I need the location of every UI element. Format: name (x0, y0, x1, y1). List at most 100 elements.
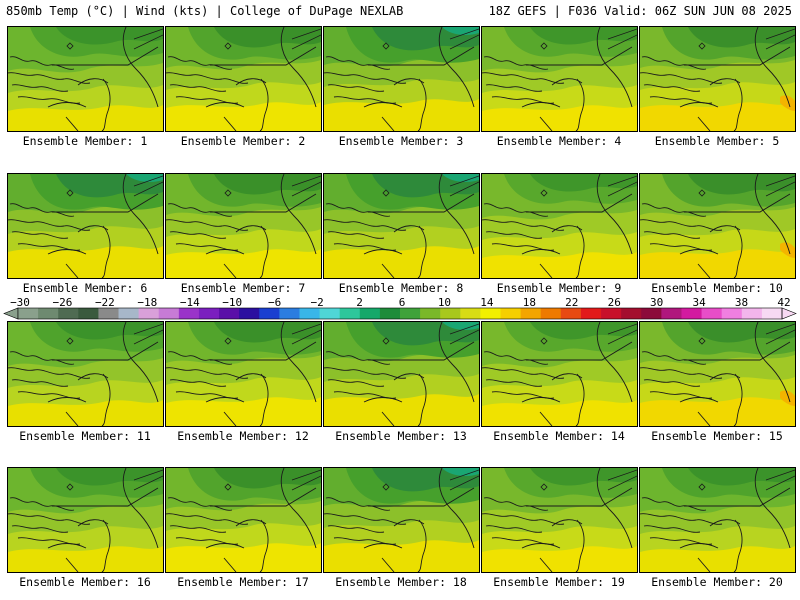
state-line (77, 373, 109, 381)
wind-streamline (607, 469, 637, 481)
map-svg (482, 322, 637, 426)
station-marker (224, 42, 232, 50)
state-line (393, 373, 425, 381)
great-lakes-outline (641, 203, 707, 217)
temperature-band-cold-pocket (442, 174, 479, 182)
lake-shoreline (11, 84, 69, 92)
great-lakes-outline (325, 56, 391, 70)
great-lakes-outline (325, 497, 391, 511)
colorbar-swatch (580, 308, 602, 319)
colorbar-swatch (400, 308, 421, 319)
state-line (679, 543, 719, 549)
lake-shoreline (8, 513, 91, 525)
colorbar-tick-label: 2 (356, 296, 363, 309)
colorbar-swatch (78, 308, 99, 319)
coastline (122, 174, 159, 255)
state-line (551, 519, 583, 527)
colorbar-swatch (158, 308, 180, 319)
station-marker (540, 42, 548, 50)
colorbar-tick-label: −10 (222, 296, 243, 309)
colorbar-swatch (641, 308, 662, 319)
temperature-colorbar: −30 −26 −22 −18 −14 −10 −6 −2 2 6 10 14 18 22 26 30 34 38… (0, 296, 800, 320)
great-lakes-outline (167, 203, 233, 217)
coastline (438, 468, 475, 549)
state-line (539, 116, 553, 131)
wind-streamline (449, 475, 479, 491)
ensemble-member-map-20 (639, 467, 796, 573)
map-svg (166, 174, 321, 278)
colorbar-swatch (118, 308, 140, 319)
lake-shoreline (482, 72, 565, 84)
colorbar-swatch (741, 308, 763, 319)
colorbar-swatch (601, 308, 622, 319)
ensemble-member-map-18 (323, 467, 480, 573)
wind-streamline (449, 181, 479, 197)
station-marker (66, 42, 74, 50)
border-line (368, 487, 475, 507)
station-marker (382, 337, 390, 345)
wind-streamline (291, 323, 321, 335)
ensemble-member-caption: Ensemble Member: 9 (496, 281, 622, 295)
coastline (417, 78, 427, 131)
state-line (697, 411, 711, 426)
ensemble-member-caption: Ensemble Member: 17 (177, 575, 309, 589)
state-line (381, 263, 395, 278)
state-line (65, 116, 79, 131)
colorbar-swatch (621, 308, 642, 319)
colorbar-tick-label: −22 (94, 296, 115, 309)
coastline (101, 519, 111, 572)
ensemble-member-caption: Ensemble Member: 6 (22, 281, 148, 295)
ensemble-member-map-17 (165, 467, 322, 573)
coastline (754, 468, 791, 549)
great-lakes-outline (641, 497, 707, 511)
lake-shoreline (643, 231, 701, 239)
station-marker (382, 189, 390, 197)
ensemble-member-map-7 (165, 173, 322, 279)
state-line (223, 263, 237, 278)
lake-shoreline (324, 219, 407, 231)
coastline (259, 78, 269, 131)
map-svg (166, 27, 321, 131)
map-svg (8, 27, 163, 131)
station-marker (66, 189, 74, 197)
coastline (259, 519, 269, 572)
colorbar-swatch (239, 308, 260, 319)
great-lakes-outline (483, 497, 549, 511)
colorbar-swatch (721, 308, 743, 319)
state-line (709, 225, 741, 233)
ensemble-member-caption: Ensemble Member: 7 (180, 281, 306, 295)
ensemble-member-caption: Ensemble Member: 4 (496, 134, 622, 148)
wind-streamline (765, 323, 795, 335)
ensemble-member-caption: Ensemble Member: 14 (493, 429, 625, 443)
wind-streamline (133, 34, 163, 50)
coastline (417, 373, 427, 426)
ensemble-member-caption: Ensemble Member: 3 (338, 134, 464, 148)
state-line (77, 519, 109, 527)
lake-shoreline (169, 525, 227, 533)
coastline (733, 225, 743, 278)
colorbar-swatch (761, 308, 783, 319)
colorbar-tick-label: −14 (179, 296, 200, 309)
temperature-band-18c (780, 390, 795, 406)
map-svg (166, 468, 321, 572)
great-lakes-outline (9, 351, 75, 365)
lake-shoreline (169, 231, 227, 239)
border-line (526, 46, 633, 66)
great-lakes-outline (167, 497, 233, 511)
ensemble-member-caption: Ensemble Member: 1 (22, 134, 148, 148)
temperature-band-cold-core (688, 322, 795, 343)
colorbar-labels: −30 −26 −22 −18 −14 −10 −6 −2 2 6 10 14 18 22 26 30 34 38… (0, 296, 800, 309)
map-svg (8, 174, 163, 278)
ensemble-member-map-4 (481, 26, 638, 132)
colorbar-tick-label: −18 (137, 296, 158, 309)
wind-streamline (765, 28, 795, 40)
state-line (679, 102, 719, 108)
lake-shoreline (324, 367, 407, 379)
map-svg (640, 322, 795, 426)
ensemble-member-map-12 (165, 321, 322, 427)
border-line (526, 341, 633, 361)
lake-shoreline (640, 72, 723, 84)
station-marker (540, 337, 548, 345)
lake-shoreline (166, 219, 249, 231)
lake-shoreline (166, 513, 249, 525)
